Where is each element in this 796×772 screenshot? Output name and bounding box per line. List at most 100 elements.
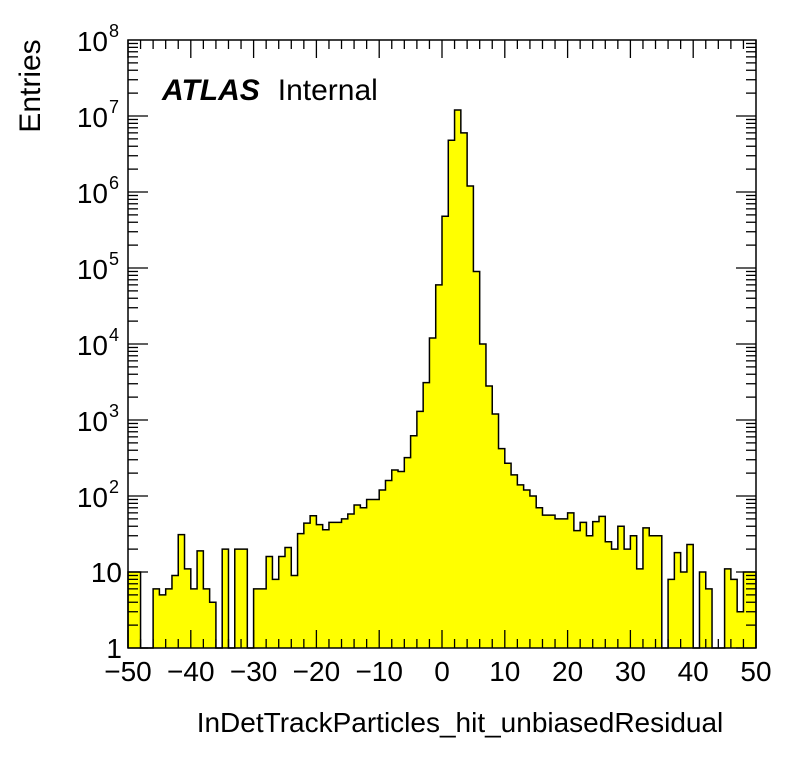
- histogram-bin: [165, 588, 173, 648]
- histogram-bin: [561, 518, 568, 648]
- histogram-bin: [184, 568, 192, 648]
- histogram-bin: [234, 549, 242, 648]
- y-tick-label: 10: [77, 406, 108, 437]
- histogram-bin: [668, 579, 675, 648]
- y-axis-label: Entries: [14, 39, 47, 132]
- histogram-bin: [705, 588, 713, 648]
- x-axis-ticks: [127, 40, 757, 648]
- histogram-bin: [567, 512, 575, 648]
- histogram-bin: [737, 611, 744, 648]
- histogram-bin: [642, 527, 650, 648]
- histogram-bin: [366, 499, 374, 648]
- histogram-bin: [655, 535, 663, 648]
- histogram-bin: [730, 579, 738, 648]
- histogram-bin: [686, 544, 694, 648]
- histogram-bin: [209, 602, 217, 648]
- histogram-bin: [178, 534, 185, 648]
- histogram-bin: [511, 474, 518, 648]
- x-tick-label: −10: [355, 656, 403, 687]
- y-tick-exponent: 2: [109, 477, 119, 497]
- histogram-bin: [203, 588, 211, 648]
- histogram-bin: [467, 185, 474, 648]
- y-tick-label: 10: [77, 254, 108, 285]
- histogram-bin: [498, 448, 506, 648]
- x-tick-label: 30: [615, 656, 646, 687]
- histogram-bin: [485, 386, 493, 648]
- histogram-bin: [624, 549, 631, 648]
- histogram-bin: [360, 507, 368, 648]
- histogram-bin: [410, 435, 418, 648]
- y-tick-exponent: 8: [109, 21, 119, 41]
- histogram-bin: [529, 496, 537, 648]
- x-tick-label: −20: [293, 656, 341, 687]
- x-tick-label: 40: [678, 656, 709, 687]
- histogram-bin: [460, 132, 468, 649]
- x-tick-label: −50: [104, 656, 152, 687]
- histogram-bin: [347, 513, 355, 648]
- histogram-bin: [536, 507, 543, 648]
- histogram-bin: [680, 572, 688, 648]
- y-tick-label: 10: [77, 482, 108, 513]
- histogram-bin: [128, 572, 135, 648]
- histogram-bin: [385, 480, 393, 648]
- histogram-bin: [159, 594, 167, 648]
- histogram-bin: [341, 518, 349, 648]
- histogram-bin: [743, 572, 751, 648]
- histogram-bin: [253, 588, 261, 648]
- histogram-bin: [611, 549, 619, 648]
- x-tick-labels: −50 −40 −30 −20 −10 0 10 20 30 40 50: [104, 656, 771, 687]
- histogram-bin: [555, 518, 562, 648]
- histogram-bin: [580, 522, 587, 648]
- x-tick-label: −30: [230, 656, 278, 687]
- histogram-bin: [285, 547, 292, 648]
- histogram-bin: [423, 382, 430, 648]
- histogram-bin: [316, 524, 324, 648]
- atlas-label: ATLAS Internal: [161, 74, 378, 107]
- histogram-bin: [322, 529, 330, 648]
- histogram-bin: [630, 535, 638, 648]
- y-tick-label: 1: [106, 633, 122, 664]
- y-tick-label: 10: [77, 178, 108, 209]
- x-axis-label: InDetTrackParticles_hit_unbiasedResidual: [197, 707, 724, 738]
- histogram-bin: [724, 568, 732, 648]
- y-axis-ticks: [128, 42, 756, 649]
- histogram-bin: [153, 588, 160, 648]
- histogram-bin: [592, 521, 600, 648]
- histogram-bin: [473, 271, 481, 648]
- histogram-bin: [335, 522, 342, 648]
- histogram-bin: [429, 337, 437, 648]
- histogram-bin: [416, 411, 424, 648]
- histogram-bin: [492, 413, 499, 648]
- histogram-bin: [548, 515, 556, 648]
- histogram-bin: [398, 471, 405, 648]
- histogram-bin: [272, 579, 280, 648]
- histogram-bin: [649, 535, 656, 648]
- histogram-bin: [636, 568, 644, 648]
- histogram-bin: [573, 530, 581, 648]
- histogram-bin: [259, 588, 267, 648]
- histogram-bin: [749, 572, 757, 648]
- histogram-bin: [391, 469, 399, 648]
- y-tick-exponent: 7: [109, 97, 119, 117]
- histogram-bin: [454, 109, 462, 648]
- y-tick-exponent: 6: [109, 173, 119, 193]
- y-tick-label: 10: [91, 557, 122, 588]
- x-tick-label: 10: [489, 656, 520, 687]
- histogram-bin: [674, 552, 682, 648]
- histogram-bin: [504, 463, 512, 648]
- histogram-bin: [303, 523, 311, 648]
- y-tick-exponent: 3: [109, 401, 119, 421]
- histogram-bin: [699, 572, 707, 648]
- histogram-bin: [479, 344, 487, 648]
- histogram-bin: [517, 484, 525, 648]
- histogram-bin: [523, 489, 531, 648]
- histogram-bars: [128, 109, 757, 649]
- histogram-bin: [354, 505, 361, 648]
- atlas-internal-label: Internal: [278, 74, 378, 107]
- histogram-bin: [372, 499, 380, 648]
- histogram-bin: [379, 489, 386, 648]
- histogram-bin: [442, 216, 449, 649]
- histogram-bin: [542, 515, 550, 648]
